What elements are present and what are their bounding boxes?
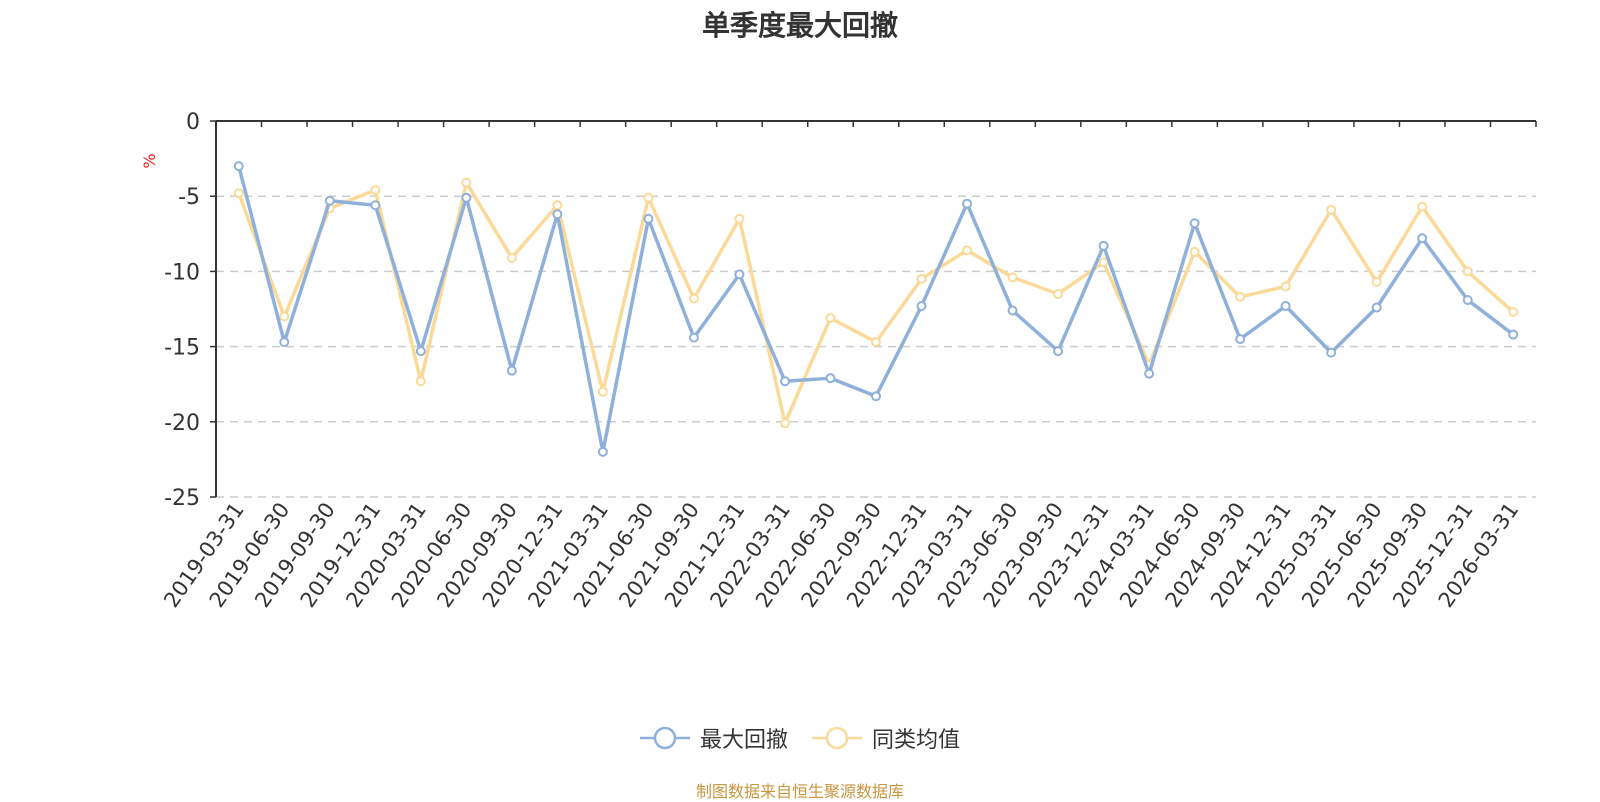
- y-axis-label: %: [140, 153, 159, 168]
- data-point[interactable]: [552, 209, 563, 220]
- data-point[interactable]: [233, 161, 244, 172]
- data-point[interactable]: [1189, 246, 1200, 257]
- data-point[interactable]: [461, 192, 472, 203]
- data-point[interactable]: [734, 213, 745, 224]
- series-line: [237, 180, 1515, 426]
- data-point[interactable]: [1508, 329, 1519, 340]
- data-point[interactable]: [916, 273, 927, 284]
- data-point[interactable]: [415, 376, 426, 387]
- y-tick-label: -25: [164, 486, 200, 511]
- legend-label: 同类均值: [872, 728, 961, 753]
- data-point[interactable]: [1144, 368, 1155, 379]
- data-point[interactable]: [825, 313, 836, 324]
- chart-title: 单季度最大回撤: [701, 9, 898, 42]
- series: [233, 161, 1519, 457]
- data-point[interactable]: [871, 391, 881, 402]
- data-point[interactable]: [1508, 307, 1519, 318]
- y-tick-label: -10: [164, 260, 200, 285]
- y-tick-label: 0: [186, 110, 200, 135]
- y-tick-label: -5: [178, 185, 200, 210]
- data-point[interactable]: [597, 446, 608, 457]
- data-point[interactable]: [324, 195, 335, 206]
- data-point[interactable]: [597, 386, 608, 397]
- data-point[interactable]: [1462, 266, 1473, 277]
- y-tick-label: -15: [164, 336, 200, 361]
- data-point[interactable]: [279, 337, 290, 348]
- data-point[interactable]: [1280, 300, 1291, 311]
- data-point[interactable]: [643, 213, 654, 224]
- data-point[interactable]: [279, 311, 290, 322]
- data-point[interactable]: [1189, 218, 1200, 229]
- data-point[interactable]: [1235, 291, 1246, 302]
- data-point[interactable]: [1007, 272, 1018, 283]
- axes: 0-5-10-15-20-252019-03-312019-06-302019-…: [159, 110, 1537, 612]
- series-line: [237, 165, 1515, 454]
- data-point[interactable]: [1417, 233, 1428, 244]
- data-point[interactable]: [962, 198, 973, 209]
- data-point[interactable]: [1053, 346, 1064, 357]
- data-point[interactable]: [233, 188, 244, 199]
- data-point[interactable]: [1235, 334, 1246, 345]
- series-1: [233, 161, 1519, 457]
- data-point[interactable]: [688, 293, 699, 304]
- data-point[interactable]: [1462, 294, 1473, 305]
- legend-marker-icon: [639, 726, 690, 750]
- data-point[interactable]: [506, 365, 517, 376]
- data-point[interactable]: [916, 300, 927, 311]
- data-point[interactable]: [461, 177, 472, 188]
- data-point[interactable]: [1053, 288, 1064, 299]
- data-point[interactable]: [825, 373, 836, 384]
- legend-item[interactable]: 同类均值: [812, 722, 960, 754]
- data-point[interactable]: [779, 418, 790, 429]
- data-point[interactable]: [1280, 281, 1291, 292]
- data-point[interactable]: [962, 245, 973, 256]
- legend-label: 最大回撤: [699, 728, 788, 753]
- data-point[interactable]: [506, 252, 517, 263]
- data-point[interactable]: [370, 185, 381, 196]
- data-point[interactable]: [643, 192, 654, 203]
- series-2: [233, 177, 1519, 429]
- data-point[interactable]: [370, 200, 381, 211]
- data-point[interactable]: [734, 269, 745, 280]
- data-point[interactable]: [1098, 240, 1109, 251]
- legend-marker-icon: [812, 726, 862, 750]
- data-point[interactable]: [1417, 201, 1428, 212]
- data-point[interactable]: [1098, 257, 1109, 268]
- data-point[interactable]: [779, 376, 790, 387]
- y-tick-label: -20: [164, 411, 200, 436]
- legend-item[interactable]: 最大回撤: [639, 722, 788, 754]
- data-point[interactable]: [1371, 302, 1382, 313]
- legend: 最大回撤 同类均值: [0, 722, 1600, 754]
- data-point[interactable]: [552, 200, 563, 211]
- data-point[interactable]: [1326, 347, 1337, 358]
- data-point[interactable]: [1326, 204, 1337, 215]
- data-point[interactable]: [1007, 305, 1018, 316]
- data-point[interactable]: [415, 346, 426, 357]
- data-point[interactable]: [1371, 276, 1382, 287]
- source-note: 制图数据来自恒生聚源数据库: [695, 782, 904, 801]
- data-point[interactable]: [688, 332, 699, 343]
- data-point[interactable]: [871, 337, 881, 348]
